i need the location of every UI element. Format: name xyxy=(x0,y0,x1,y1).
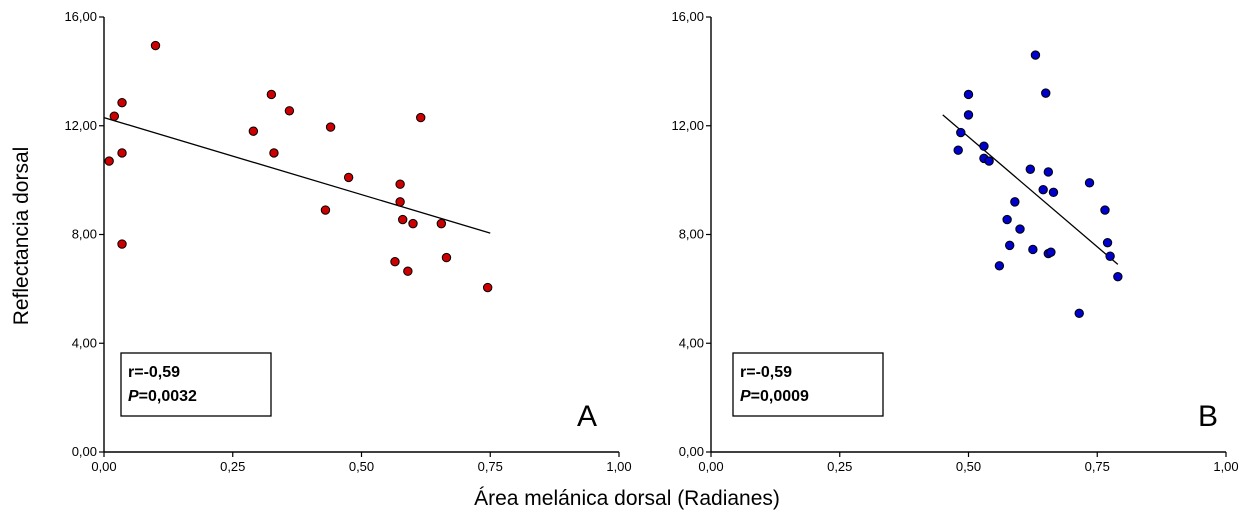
data-point xyxy=(395,179,405,189)
y-axis-title: Reflectancia dorsal xyxy=(10,147,33,326)
p-value: P=0,0009 xyxy=(740,388,809,405)
data-point xyxy=(963,89,974,100)
data-point xyxy=(436,218,447,229)
data-point xyxy=(1048,187,1059,198)
data-point xyxy=(953,145,963,155)
panel-a: 0,00 0,25 0,50 0,75 1,00 0,00 4,00 8,00 12,00 16,… xyxy=(64,9,631,474)
panel-b: 0,00 0,25 0,50 0,75 1,00 0,00 4,00 8,00 12,00 16,… xyxy=(671,9,1238,474)
data-point xyxy=(1025,164,1036,174)
data-point xyxy=(390,256,400,267)
data-point xyxy=(1046,247,1056,257)
x-tick-label: 1,00 xyxy=(1213,459,1238,474)
data-point xyxy=(248,126,259,136)
p-number: =0,0009 xyxy=(751,388,809,405)
data-point xyxy=(1043,167,1054,177)
x-tick-label: 0,75 xyxy=(1085,459,1110,474)
x-tick-label: 0,25 xyxy=(220,459,245,474)
y-tick-label: 12,00 xyxy=(64,118,97,133)
data-point xyxy=(269,148,279,158)
regression-line xyxy=(103,116,491,234)
x-tick-label: 0,50 xyxy=(349,459,374,474)
data-point xyxy=(104,156,114,166)
data-point xyxy=(1105,251,1115,261)
y-tick-label: 4,00 xyxy=(679,335,704,350)
data-point xyxy=(482,282,493,293)
data-point xyxy=(1010,197,1020,207)
data-point xyxy=(984,156,994,166)
data-point xyxy=(1005,240,1015,251)
y-tick-label: 16,00 xyxy=(64,9,97,24)
data-point xyxy=(117,97,127,108)
x-axis-title: Área melánica dorsal (Radianes) xyxy=(474,487,780,510)
stats-box xyxy=(120,352,272,417)
p-label: P xyxy=(128,388,139,405)
x-tick-label: 0,25 xyxy=(827,459,852,474)
data-point xyxy=(956,127,966,138)
data-point xyxy=(284,106,295,116)
r-value: r=-0,59 xyxy=(128,364,180,381)
x-tick-label: 0,50 xyxy=(956,459,981,474)
y-tick-label: 4,00 xyxy=(72,335,97,350)
data-point xyxy=(150,40,161,51)
data-point xyxy=(325,122,336,132)
data-point xyxy=(1100,205,1110,215)
data-point xyxy=(117,148,127,158)
y-tick-label: 8,00 xyxy=(72,227,97,242)
data-point xyxy=(320,205,331,215)
panels: 0,00 0,25 0,50 0,75 1,00 0,00 4,00 8,00 12,00 16,… xyxy=(64,9,1238,474)
data-point xyxy=(1002,214,1012,225)
panel-letter: A xyxy=(577,400,597,433)
r-value: r=-0,59 xyxy=(740,364,792,381)
data-point xyxy=(408,218,418,229)
data-point xyxy=(1084,178,1095,188)
data-point xyxy=(963,110,974,120)
data-point xyxy=(398,214,408,225)
data-point xyxy=(395,197,405,207)
y-tick-label: 0,00 xyxy=(72,444,97,459)
data-point xyxy=(1113,271,1123,282)
p-number: =0,0032 xyxy=(139,388,197,405)
data-point xyxy=(109,111,120,121)
p-label: P xyxy=(740,388,751,405)
data-point xyxy=(979,141,989,151)
data-point xyxy=(1028,244,1038,255)
regression-line xyxy=(942,114,1119,265)
stats-box xyxy=(732,352,884,417)
data-point xyxy=(1074,308,1084,319)
data-point xyxy=(117,239,127,249)
x-tick-label: 1,00 xyxy=(606,459,631,474)
y-tick-label: 8,00 xyxy=(679,227,704,242)
y-tick-label: 16,00 xyxy=(671,9,704,24)
data-point xyxy=(994,261,1005,271)
x-tick-label: 0,00 xyxy=(698,459,723,474)
panel-letter: B xyxy=(1198,400,1218,433)
x-tick-label: 0,75 xyxy=(478,459,503,474)
data-point xyxy=(266,89,277,100)
data-point xyxy=(1015,224,1025,234)
data-point xyxy=(343,172,354,183)
data-point xyxy=(1102,237,1113,248)
y-tick-label: 0,00 xyxy=(679,444,704,459)
data-point xyxy=(441,252,452,263)
data-point xyxy=(1038,184,1048,195)
p-value: P=0,0032 xyxy=(128,388,197,405)
y-tick-label: 12,00 xyxy=(671,118,704,133)
data-point xyxy=(416,112,426,123)
x-tick-label: 0,00 xyxy=(91,459,116,474)
data-point xyxy=(403,266,413,276)
data-point xyxy=(1041,88,1051,98)
data-point xyxy=(1030,50,1041,60)
